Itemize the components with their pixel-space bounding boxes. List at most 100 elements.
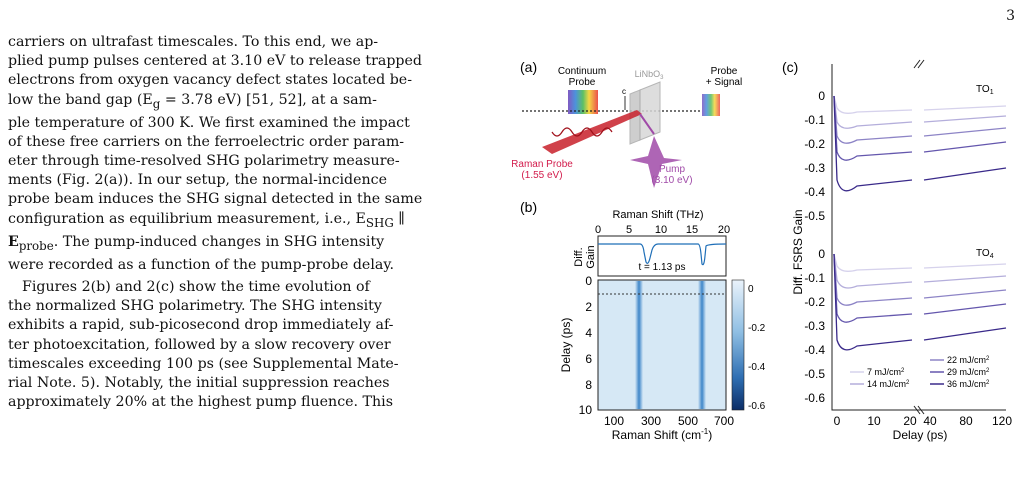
ytick: -0.1: [804, 271, 825, 285]
xtick: 100: [604, 414, 624, 428]
text-line: low the band gap (Eg = 3.78 eV) [51, 52]…: [8, 91, 377, 111]
yticks-top: 0 -0.1 -0.2 -0.3 -0.4 -0.5: [804, 89, 825, 223]
continuum-probe-label: Continuum: [558, 66, 606, 77]
axis-break: [913, 405, 921, 415]
text-line: ple temperature of 300 K. We first exami…: [8, 114, 410, 131]
text-line: ter photoexcitation, followed by a slow …: [8, 336, 391, 353]
axis-break: [917, 405, 925, 415]
traces-to1: [833, 95, 1007, 192]
cbar-tick: -0.2: [748, 323, 766, 334]
ytick: -0.3: [804, 319, 825, 333]
legend-entry: 29 mJ/cm2: [947, 367, 990, 377]
top-xticks: 0 5 10 15 20: [595, 224, 730, 236]
legend: 7 mJ/cm2 14 mJ/cm2 22 mJ/cm2 29 mJ/cm2 3…: [850, 355, 990, 389]
top-xtick: 20: [718, 224, 730, 236]
panel-a: (a) Continuum Probe LiNbO3 c Probe + Sig…: [511, 59, 742, 188]
colorbar-ticks: 0 -0.2 -0.4 -0.6: [748, 284, 766, 412]
ytick: 4: [585, 326, 592, 340]
text-line: timescales exceeding 100 ps (see Supplem…: [8, 355, 399, 372]
axis-break-top: [913, 59, 921, 69]
continuum-pulse: [568, 90, 598, 114]
traces-to4: [833, 253, 1007, 351]
panel-b: (b) Raman Shift (THz) 0 5 10 15 20 t = 1…: [520, 199, 766, 442]
text-line: were recorded as a function of the pump-…: [8, 256, 394, 273]
ytick: 0: [818, 89, 825, 103]
xtick: 0: [834, 414, 841, 428]
probe-signal-label-2: + Signal: [706, 77, 742, 88]
ytick: 10: [579, 403, 593, 417]
raman-probe-wave: [551, 127, 613, 137]
text-line: plied pump pulses centered at 3.10 eV to…: [8, 53, 422, 70]
time-label: t = 1.13 ps: [639, 262, 686, 273]
heatmap-axes: [597, 279, 727, 411]
mode-label-to4: TO4: [976, 248, 994, 260]
legend-entry: 36 mJ/cm2: [947, 379, 990, 389]
ytick: -0.1: [804, 113, 825, 127]
ytick: -0.4: [804, 343, 825, 357]
pump-energy: (3.10 eV): [651, 175, 692, 186]
panel-c-xlabel: Delay (ps): [893, 428, 948, 442]
cbar-tick: 0: [748, 284, 754, 295]
probe-signal-label: Probe: [711, 66, 738, 77]
text-line: eter through time-resolved SHG polarimet…: [8, 153, 400, 170]
top-xtick: 10: [655, 224, 667, 236]
text-line: Figures 2(b) and 2(c) show the time evol…: [22, 278, 370, 295]
ytick: 2: [585, 300, 592, 314]
trace-36: [833, 95, 1007, 192]
heatmap-stripe-high: [698, 281, 706, 409]
trace-14: [833, 253, 1007, 289]
colorbar: [731, 279, 745, 411]
ytick: -0.5: [804, 209, 825, 223]
page-number: 3: [1006, 8, 1015, 24]
raman-probe-energy: (1.55 eV): [521, 170, 562, 181]
xtick: 20: [903, 414, 917, 428]
text-line: rial Note. 5). Notably, the initial supp…: [8, 374, 390, 391]
text-line: ments (Fig. 2(a)). In our setup, the nor…: [8, 172, 388, 189]
yticks-bottom: 0 -0.1 -0.2 -0.3 -0.4 -0.5 -0.6: [804, 247, 825, 405]
top-xtick: 5: [626, 224, 632, 236]
ytick: 6: [585, 352, 592, 366]
xtick: 700: [714, 414, 734, 428]
trace-22: [833, 95, 1007, 144]
legend-entry: 22 mJ/cm2: [947, 355, 990, 365]
ytick: -0.4: [804, 185, 825, 199]
signal-pulse: [702, 94, 720, 116]
mode-label-to1: TO1: [976, 84, 994, 96]
spectrum-trace: [598, 243, 727, 266]
trace-7: [833, 95, 1007, 114]
heatmap-ylabel: Delay (ps): [559, 318, 573, 373]
heatmap-xlabel: Raman Shift (cm-1): [612, 427, 712, 442]
continuum-probe-label-2: Probe: [569, 77, 596, 88]
xtick: 40: [923, 414, 937, 428]
text-line: carriers on ultrafast timescales. To thi…: [8, 34, 379, 50]
xtick: 300: [641, 414, 661, 428]
cbar-tick: -0.6: [748, 401, 766, 412]
text-line: the normalized SHG polarimetry. The SHG …: [8, 298, 382, 315]
text-line: exhibits a rapid, sub-picosecond drop im…: [8, 317, 394, 334]
top-xlabel: Raman Shift (THz): [612, 209, 703, 221]
panel-c-ylabel: Diff. FSRS Gain: [791, 209, 805, 294]
panel-c: (c) Diff. FSRS Gain 0 -0.1 -0.2 -0.3 -0.…: [782, 59, 1012, 442]
text-line: probe beam induces the SHG signal detect…: [8, 191, 423, 208]
c-axis-label: c: [622, 87, 626, 96]
ytick: -0.5: [804, 367, 825, 381]
trace-36: [833, 253, 1007, 351]
text-line: Eprobe. The pump-induced changes in SHG …: [8, 233, 385, 253]
xtick: 80: [959, 414, 973, 428]
heatmap-yticks: 0 2 4 6 8 10: [579, 274, 593, 417]
ytick: -0.3: [804, 161, 825, 175]
panel-c-xticks: 0 10 20 40 80 120: [834, 414, 1013, 428]
top-xtick: 0: [595, 224, 601, 236]
ytick: -0.6: [804, 391, 825, 405]
panel-b-label: (b): [520, 199, 537, 215]
legend-entry: 14 mJ/cm2: [867, 379, 910, 389]
crystal-label: LiNbO3: [635, 69, 665, 81]
trace-7: [833, 253, 1007, 272]
xtick: 10: [867, 414, 881, 428]
panel-c-label: (c): [782, 59, 798, 75]
top-xtick: 15: [686, 224, 698, 236]
top-ylabel-2: Gain: [585, 245, 597, 268]
legend-entry: 7 mJ/cm2: [867, 367, 905, 377]
xtick: 500: [678, 414, 698, 428]
ytick: -0.2: [804, 295, 825, 309]
